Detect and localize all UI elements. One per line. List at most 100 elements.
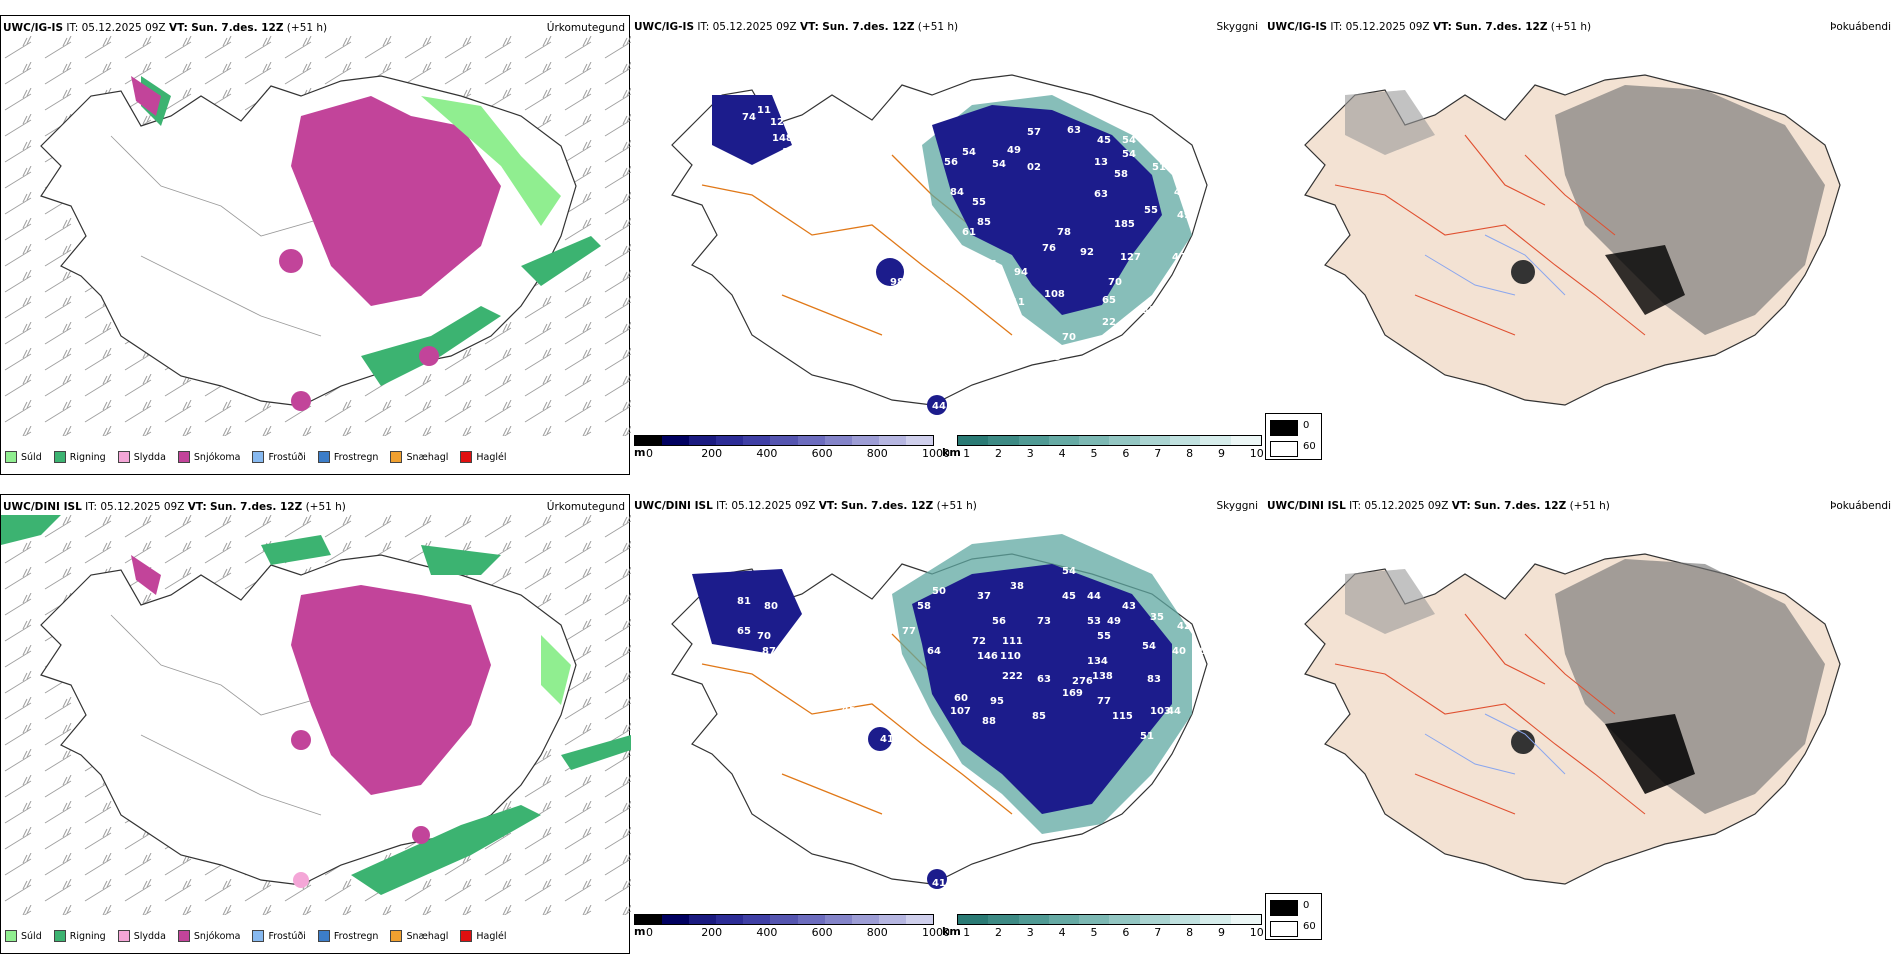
map-label: 81	[737, 596, 751, 607]
legend-item: Snæhagl	[390, 451, 448, 463]
map-label: 78	[1057, 227, 1071, 238]
tick-label: 3	[1026, 926, 1034, 939]
visibility-map: 74 11 12 148 107 56 54 84 55 85 61 57 49…	[671, 74, 1208, 415]
model-name: UWC/DINI ISL	[634, 500, 713, 512]
map-label: 148	[772, 133, 793, 144]
map-label: 53	[1087, 616, 1101, 627]
map-label: 54	[1142, 641, 1156, 652]
ceiling-colorbar: 0 200 400 600 800 1000	[634, 435, 950, 460]
map-label: 107	[950, 706, 971, 717]
init-time: 05.12.2025 09Z	[731, 500, 816, 512]
tick-label: 200	[701, 926, 723, 939]
color-swatch	[1109, 436, 1140, 445]
color-swatch	[716, 436, 744, 445]
map-label: 38	[1010, 581, 1024, 592]
map-label: 22	[1102, 317, 1116, 328]
fog-legend-bottom: 0 60	[1265, 893, 1322, 940]
map-label: 54	[1122, 149, 1136, 160]
map-label: 49	[1007, 145, 1021, 156]
precip-legend: Súld Rigning Slydda Snjókoma Frostúði Fr…	[5, 448, 507, 466]
map-label: 13	[1094, 157, 1108, 168]
tick-label: 5	[1090, 926, 1098, 939]
map-label: 41	[880, 734, 894, 745]
model-name: UWC/DINI ISL	[1267, 500, 1346, 512]
legend-item: Snjókoma	[177, 451, 240, 463]
map-label: 42	[1177, 621, 1191, 632]
color-swatch	[851, 436, 879, 445]
color-swatch	[770, 436, 798, 445]
lead-time: (+51 h)	[1569, 500, 1610, 512]
color-swatch	[635, 436, 663, 445]
ceiling-swatches	[634, 914, 934, 925]
tick-label: 600	[811, 447, 833, 460]
map-label: 92	[1080, 247, 1094, 258]
map-label: 85	[977, 217, 991, 228]
map-label: 98	[890, 277, 904, 288]
map-label: 111	[1004, 297, 1025, 308]
model-name: UWC/IG-IS	[3, 22, 64, 34]
visibility-ticks: 1 2 3 4 5 6 7 8 9 10	[957, 925, 1264, 939]
visibility-swatches	[957, 435, 1262, 446]
tick-label: 8	[1186, 447, 1194, 460]
model-name: UWC/IG-IS	[1267, 21, 1328, 33]
panel-title: Úrkomutegund	[546, 501, 625, 513]
map-label: 94	[1014, 267, 1028, 278]
visibility-panel-bottom: UWC/DINI ISL IT: 05.12.2025 09Z VT: Sun.…	[632, 494, 1264, 954]
map-label: 54	[992, 159, 1006, 170]
map-label: 51	[1140, 731, 1154, 742]
precip-panel-top: UWC/IG-IS IT: 05.12.2025 09Z VT: Sun. 7.…	[0, 15, 631, 475]
ceiling-swatches	[634, 435, 934, 446]
legend-item: Slydda	[117, 451, 166, 463]
ceiling-colorbar: 0 200 400 600 800 1000	[634, 914, 950, 939]
tick-label: 6	[1122, 926, 1130, 939]
map-label: 57	[1027, 127, 1041, 138]
map-label: 44	[1087, 591, 1101, 602]
lead-time: (+51 h)	[936, 500, 977, 512]
map-label: 43	[1174, 187, 1188, 198]
visibility-swatches	[957, 914, 1262, 925]
map-label: 64	[927, 646, 941, 657]
color-swatch	[743, 915, 771, 924]
panel-header: UWC/IG-IS IT: 05.12.2025 09Z VT: Sun. 7.…	[634, 21, 959, 33]
valid-time: Sun. 7.des. 12Z	[191, 22, 284, 34]
fog-panel-bottom: UWC/DINI ISL IT: 05.12.2025 09Z VT: Sun.…	[1265, 494, 1895, 954]
map-label: 65	[737, 626, 751, 637]
legend-item: Snjókoma	[177, 930, 240, 942]
map-label: 62	[787, 674, 801, 685]
map-label: 77	[902, 626, 916, 637]
valid-time: Sun. 7.des. 12Z	[841, 500, 934, 512]
map-label: 76	[1042, 243, 1056, 254]
map-label: 134	[1087, 656, 1108, 667]
model-name: UWC/IG-IS	[634, 21, 695, 33]
panel-title: Þokuábendi	[1830, 21, 1891, 33]
panel-header: UWC/DINI ISL IT: 05.12.2025 09Z VT: Sun.…	[3, 501, 346, 513]
tick-label: 200	[701, 447, 723, 460]
map-label: 45	[842, 704, 856, 715]
tick-label: 0	[646, 926, 653, 939]
color-swatch	[1170, 915, 1201, 924]
color-swatch	[770, 915, 798, 924]
map-label: 74	[742, 112, 756, 123]
color-swatch	[797, 436, 825, 445]
tick-label: 6	[1122, 447, 1130, 460]
panel-title: Úrkomutegund	[546, 22, 625, 34]
tick-label: 600	[811, 926, 833, 939]
legend-black-swatch	[1270, 420, 1298, 436]
map-label: 68	[914, 285, 928, 296]
precip-legend: Súld Rigning Slydda Snjókoma Frostúði Fr…	[5, 927, 507, 945]
tick-label: 7	[1154, 447, 1162, 460]
map-label: 54	[962, 147, 976, 158]
map-label: 63	[1037, 674, 1051, 685]
map-label: 72	[972, 636, 986, 647]
map-label: 107	[782, 147, 803, 158]
map-label: 45	[1062, 591, 1076, 602]
color-swatch	[1230, 436, 1261, 445]
precip-map	[1, 515, 631, 915]
tick-label: 3	[1026, 447, 1034, 460]
tick-label: 9	[1217, 447, 1225, 460]
color-swatch	[1018, 915, 1049, 924]
tick-label: 7	[1154, 926, 1162, 939]
map-label: 54	[1122, 135, 1136, 146]
map-label: 02	[1027, 162, 1041, 173]
map-label: 12	[770, 117, 784, 128]
